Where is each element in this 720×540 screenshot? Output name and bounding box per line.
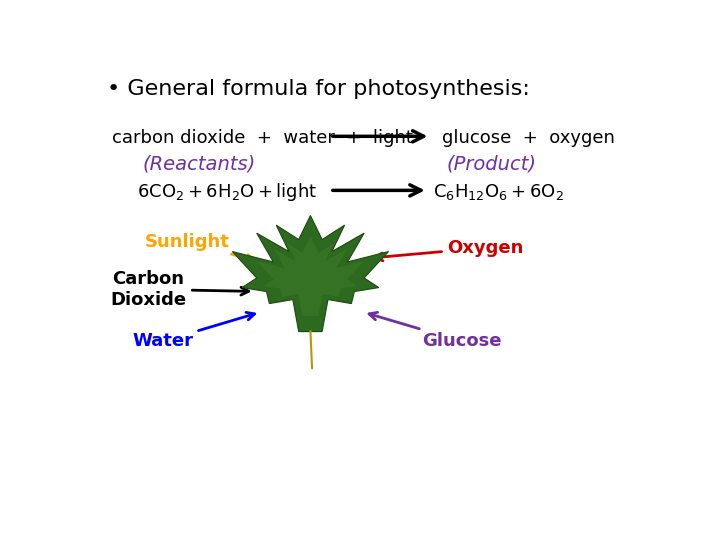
Text: glucose  +  oxygen: glucose + oxygen bbox=[441, 129, 614, 146]
Text: Glucose: Glucose bbox=[369, 312, 502, 350]
Text: Sunlight: Sunlight bbox=[145, 233, 255, 262]
Text: $\mathregular{6CO_2 + 6H_2O + light}$: $\mathregular{6CO_2 + 6H_2O + light}$ bbox=[138, 180, 318, 202]
Polygon shape bbox=[257, 237, 364, 316]
Text: (Reactants): (Reactants) bbox=[142, 154, 256, 173]
Text: (Product): (Product) bbox=[446, 154, 537, 173]
Text: • General formula for photosynthesis:: • General formula for photosynthesis: bbox=[107, 79, 530, 99]
Text: Oxygen: Oxygen bbox=[375, 239, 523, 261]
Text: $\mathregular{C_6H_{12}O_6 + 6O_2}$: $\mathregular{C_6H_{12}O_6 + 6O_2}$ bbox=[433, 181, 564, 201]
Polygon shape bbox=[233, 215, 389, 332]
Text: carbon dioxide  +  water  +  light: carbon dioxide + water + light bbox=[112, 129, 413, 146]
Text: Water: Water bbox=[132, 312, 255, 350]
Text: Carbon
Dioxide: Carbon Dioxide bbox=[111, 270, 248, 309]
